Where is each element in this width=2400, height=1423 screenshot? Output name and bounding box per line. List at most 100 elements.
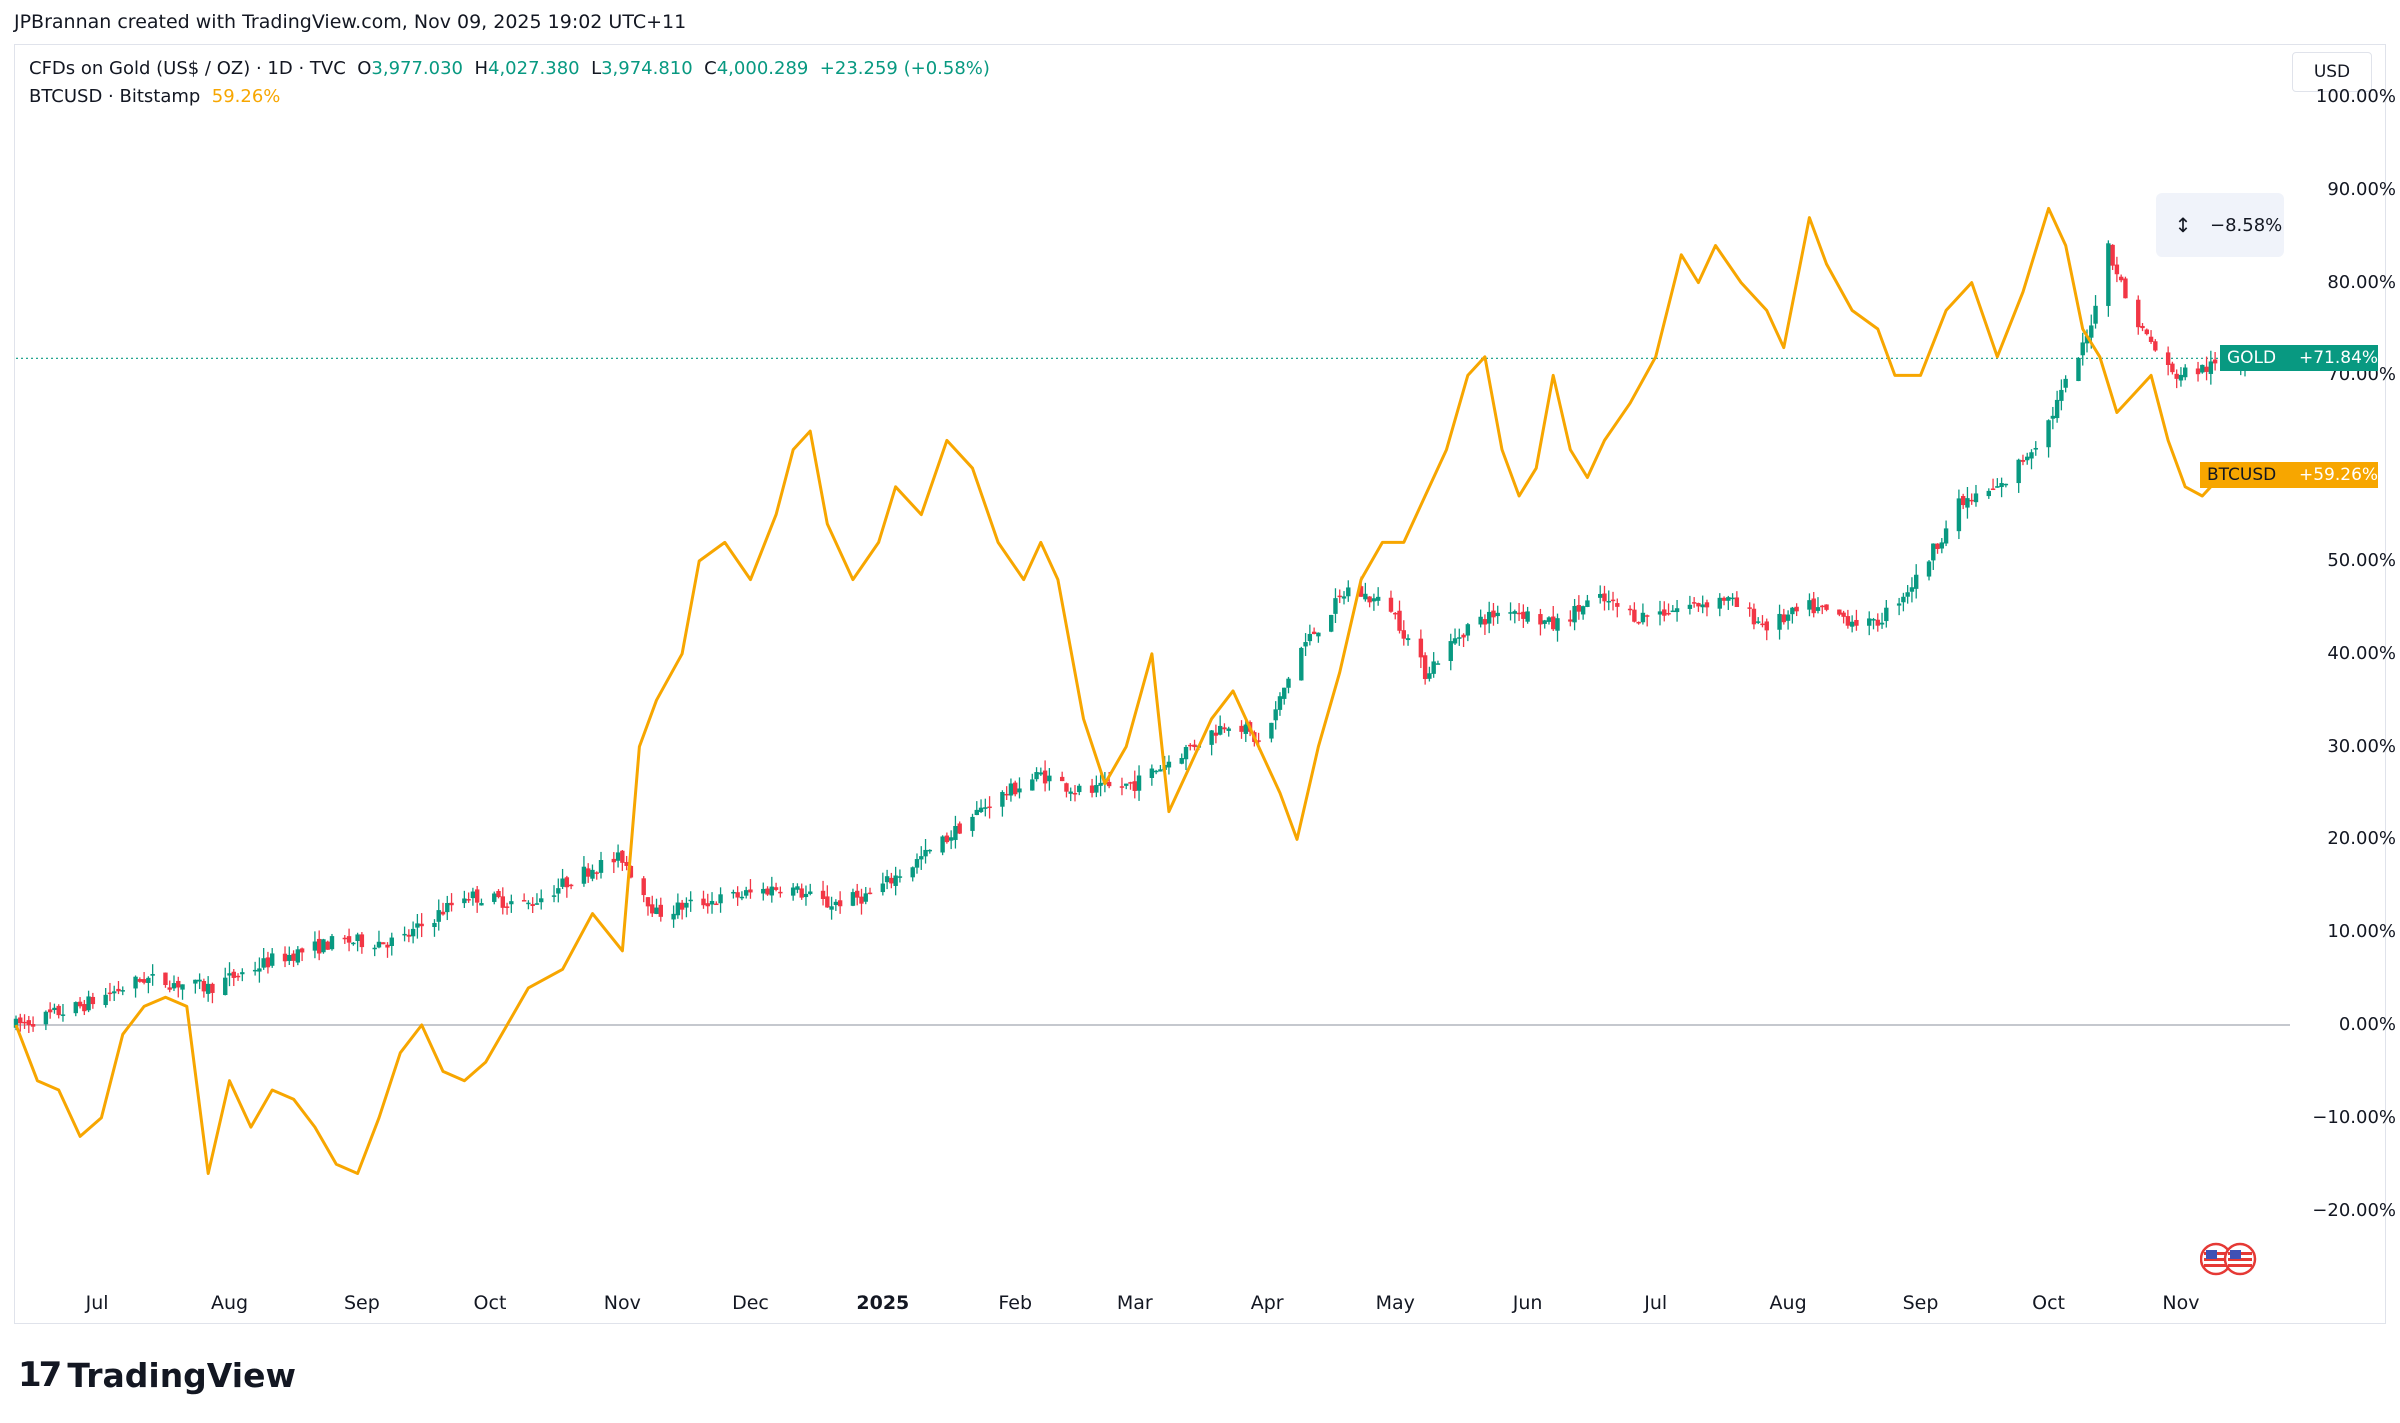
gold-candle	[1973, 484, 1979, 507]
gold-candle	[1644, 614, 1650, 627]
us-flag-icon[interactable]	[2200, 1242, 2233, 1276]
candle-body	[193, 979, 198, 984]
gold-candle	[1905, 585, 1910, 604]
candle-body	[312, 941, 318, 951]
gold-candle	[987, 796, 992, 819]
candle-body	[1397, 610, 1402, 631]
gold-candle	[615, 844, 621, 868]
candle-body	[1905, 592, 1910, 597]
gold-candle	[2153, 339, 2158, 352]
gold-candle	[1405, 634, 1411, 646]
gold-candle	[521, 893, 527, 902]
candle-body	[1986, 490, 1991, 497]
candle-body	[799, 888, 804, 898]
candle-body	[2140, 325, 2145, 329]
gold-candle	[2076, 357, 2081, 382]
y-tick-label: 0.00%	[2338, 1014, 2396, 1035]
candle-body	[1734, 597, 1740, 608]
candle-body	[2063, 378, 2068, 388]
candle-body	[1598, 593, 1603, 598]
gold-candle	[526, 900, 531, 910]
candle-body	[1465, 624, 1471, 636]
gold-candle	[436, 899, 441, 931]
gold-candle	[1064, 782, 1069, 798]
candle-body	[1422, 655, 1428, 680]
legend-close-value: 4,000.289	[716, 58, 809, 79]
gold-candle	[1136, 765, 1142, 801]
gold-candle	[265, 951, 271, 974]
legend-high-label: H	[474, 58, 488, 79]
candle-body	[709, 900, 715, 905]
gold-candle	[52, 1003, 57, 1014]
gold-candle	[1538, 608, 1543, 636]
gold-candle	[1606, 590, 1611, 611]
measure-tool[interactable]: ↕ −8.58%	[2156, 193, 2284, 257]
gold-candle	[1077, 783, 1082, 796]
gold-candle	[1363, 582, 1368, 602]
gold-candle	[18, 1013, 23, 1032]
x-tick-label: Feb	[998, 1292, 1033, 1314]
gold-candle	[837, 891, 843, 914]
candle-body	[914, 859, 920, 868]
gold-candle	[355, 932, 360, 952]
gold-candle	[1790, 606, 1795, 624]
gold-candle	[1094, 775, 1099, 798]
candle-body	[568, 884, 574, 887]
gold-candle	[56, 1004, 61, 1019]
candle-body	[1657, 611, 1663, 615]
gold-candle	[974, 801, 979, 816]
candle-body	[1013, 782, 1018, 795]
us-events-flags[interactable]	[2200, 1240, 2260, 1280]
candle-body	[2076, 357, 2081, 382]
gold-candle	[1034, 767, 1039, 782]
gold-candle	[167, 980, 172, 993]
gold-candle	[560, 868, 565, 890]
candle-body	[197, 979, 202, 982]
candle-body	[2046, 420, 2051, 448]
legend-btc[interactable]: BTCUSD · Bitstamp 59.26%	[29, 83, 990, 111]
gold-candle	[829, 896, 834, 920]
candle-body	[2084, 336, 2090, 344]
gold-candle	[1269, 722, 1274, 743]
gold-candle	[1670, 605, 1676, 613]
gold-candle	[415, 913, 420, 939]
candle-body	[521, 900, 527, 902]
y-tick-label: 20.00%	[2327, 828, 2396, 850]
candle-body	[133, 976, 138, 989]
gold-candle	[1337, 589, 1342, 604]
candle-body	[1931, 543, 1936, 561]
gold-candle	[1576, 595, 1582, 620]
candle-body	[1751, 608, 1757, 625]
candle-body	[2089, 325, 2094, 338]
candle-body	[957, 823, 962, 834]
gold-candle	[2063, 375, 2068, 393]
gold-candle	[2204, 356, 2209, 381]
candle-body	[1136, 775, 1142, 791]
candle-body	[30, 1024, 36, 1027]
legend-gold[interactable]: CFDs on Gold (US$ / OZ) · 1D · TVC O3,97…	[29, 55, 990, 83]
candle-body	[1956, 498, 1962, 532]
chart-credit: JPBrannan created with TradingView.com, …	[14, 11, 687, 33]
candle-body	[820, 890, 826, 899]
y-tick-label: 30.00%	[2327, 735, 2396, 757]
candle-body	[141, 979, 147, 983]
gold-candle	[432, 919, 437, 937]
candle-body	[833, 901, 839, 906]
gold-candle	[1879, 612, 1885, 629]
gold-candle	[1781, 608, 1787, 625]
tradingview-logo[interactable]: 17 TradingView	[18, 1355, 296, 1395]
gold-candle	[551, 885, 557, 903]
candle-body	[1879, 622, 1885, 625]
candle-body	[1393, 612, 1398, 615]
price-axis[interactable]: 100.00% 90.00% 80.00% 70.00% 50.00% 40.00% 30.…	[2296, 0, 2396, 1423]
candle-body	[1965, 498, 1970, 508]
candle-body	[1508, 612, 1513, 614]
gold-candle	[1525, 606, 1530, 624]
gold-candle	[855, 883, 860, 906]
candle-body	[1845, 616, 1851, 626]
chart-frame[interactable]	[14, 44, 2386, 1324]
currency-button[interactable]: USD	[2292, 52, 2372, 92]
candle-body	[1098, 782, 1103, 786]
us-flag-icon[interactable]	[2223, 1242, 2257, 1276]
